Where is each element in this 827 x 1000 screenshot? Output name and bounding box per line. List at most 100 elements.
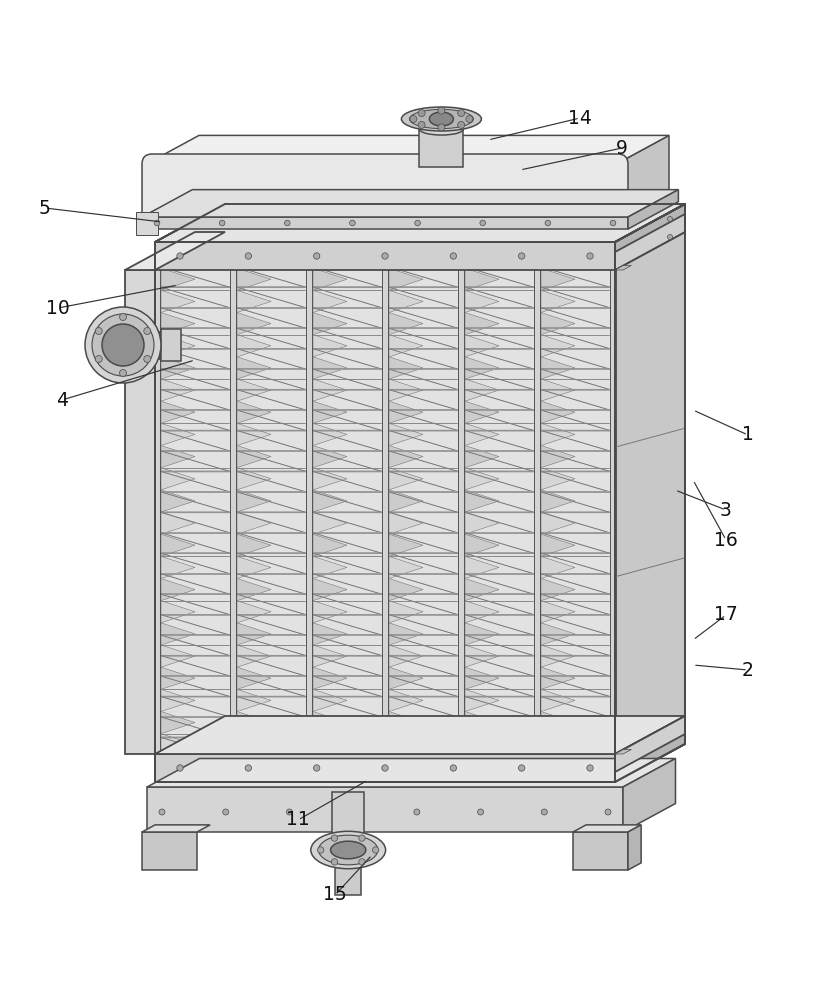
Polygon shape xyxy=(160,287,195,298)
Polygon shape xyxy=(313,490,347,512)
Circle shape xyxy=(331,859,337,865)
Polygon shape xyxy=(465,290,499,312)
Polygon shape xyxy=(347,584,381,594)
Polygon shape xyxy=(574,502,609,512)
Polygon shape xyxy=(499,440,533,451)
Circle shape xyxy=(414,220,420,226)
Polygon shape xyxy=(160,423,195,446)
Circle shape xyxy=(119,314,127,320)
Polygon shape xyxy=(270,481,305,492)
Polygon shape xyxy=(574,297,609,308)
Polygon shape xyxy=(465,357,499,379)
Polygon shape xyxy=(574,440,609,451)
Polygon shape xyxy=(499,543,533,553)
Polygon shape xyxy=(237,490,270,512)
Polygon shape xyxy=(195,604,229,615)
Polygon shape xyxy=(627,825,640,870)
Circle shape xyxy=(518,253,524,259)
Polygon shape xyxy=(388,553,423,564)
Polygon shape xyxy=(574,338,609,349)
Polygon shape xyxy=(347,359,381,369)
Polygon shape xyxy=(237,266,270,277)
Polygon shape xyxy=(237,287,270,298)
Polygon shape xyxy=(237,389,270,400)
Polygon shape xyxy=(154,244,160,780)
Polygon shape xyxy=(195,563,229,574)
Polygon shape xyxy=(150,135,668,162)
Polygon shape xyxy=(388,348,423,359)
Polygon shape xyxy=(237,717,270,727)
Polygon shape xyxy=(347,399,381,410)
Polygon shape xyxy=(160,451,195,461)
Polygon shape xyxy=(237,348,270,359)
Polygon shape xyxy=(574,420,609,431)
Polygon shape xyxy=(499,420,533,431)
Polygon shape xyxy=(313,556,347,578)
Polygon shape xyxy=(388,676,423,686)
Circle shape xyxy=(409,116,417,123)
Polygon shape xyxy=(499,481,533,492)
Polygon shape xyxy=(499,338,533,349)
Polygon shape xyxy=(312,553,347,564)
Polygon shape xyxy=(499,297,533,308)
Polygon shape xyxy=(540,553,574,564)
Circle shape xyxy=(418,121,424,128)
Polygon shape xyxy=(195,706,229,717)
Polygon shape xyxy=(127,331,159,359)
Polygon shape xyxy=(574,522,609,533)
Polygon shape xyxy=(347,338,381,349)
Polygon shape xyxy=(230,244,236,780)
Polygon shape xyxy=(540,307,574,318)
Polygon shape xyxy=(270,256,305,267)
Polygon shape xyxy=(540,492,574,502)
Polygon shape xyxy=(313,734,347,756)
Polygon shape xyxy=(237,578,270,601)
Polygon shape xyxy=(464,635,499,646)
Polygon shape xyxy=(574,625,609,635)
Polygon shape xyxy=(237,712,270,734)
Polygon shape xyxy=(465,578,499,601)
Circle shape xyxy=(414,809,419,815)
Polygon shape xyxy=(465,401,499,423)
Polygon shape xyxy=(389,423,423,446)
Polygon shape xyxy=(313,246,347,268)
Polygon shape xyxy=(619,135,668,217)
Polygon shape xyxy=(313,379,347,401)
Polygon shape xyxy=(237,689,270,712)
Polygon shape xyxy=(389,312,423,335)
Polygon shape xyxy=(574,665,609,676)
Circle shape xyxy=(544,220,550,226)
Polygon shape xyxy=(614,265,631,270)
Polygon shape xyxy=(465,312,499,335)
Polygon shape xyxy=(389,556,423,578)
Polygon shape xyxy=(389,689,423,712)
Polygon shape xyxy=(237,379,270,401)
Polygon shape xyxy=(574,399,609,410)
Polygon shape xyxy=(533,244,539,780)
Polygon shape xyxy=(464,512,499,523)
Polygon shape xyxy=(540,676,574,686)
Polygon shape xyxy=(312,717,347,727)
Polygon shape xyxy=(237,532,270,543)
Polygon shape xyxy=(155,242,614,270)
Polygon shape xyxy=(237,734,270,756)
Polygon shape xyxy=(312,532,347,543)
Polygon shape xyxy=(465,734,499,756)
Polygon shape xyxy=(160,246,195,257)
Polygon shape xyxy=(540,689,574,712)
Polygon shape xyxy=(540,335,574,357)
Polygon shape xyxy=(237,307,270,318)
Polygon shape xyxy=(499,359,533,369)
Polygon shape xyxy=(313,401,347,423)
Polygon shape xyxy=(313,578,347,601)
Polygon shape xyxy=(388,430,423,441)
Ellipse shape xyxy=(330,841,366,859)
Polygon shape xyxy=(312,266,347,277)
Circle shape xyxy=(349,220,355,226)
Polygon shape xyxy=(347,686,381,697)
Polygon shape xyxy=(423,399,457,410)
Polygon shape xyxy=(230,237,248,244)
Text: 14: 14 xyxy=(567,109,591,128)
Polygon shape xyxy=(464,614,499,625)
Polygon shape xyxy=(464,594,499,605)
